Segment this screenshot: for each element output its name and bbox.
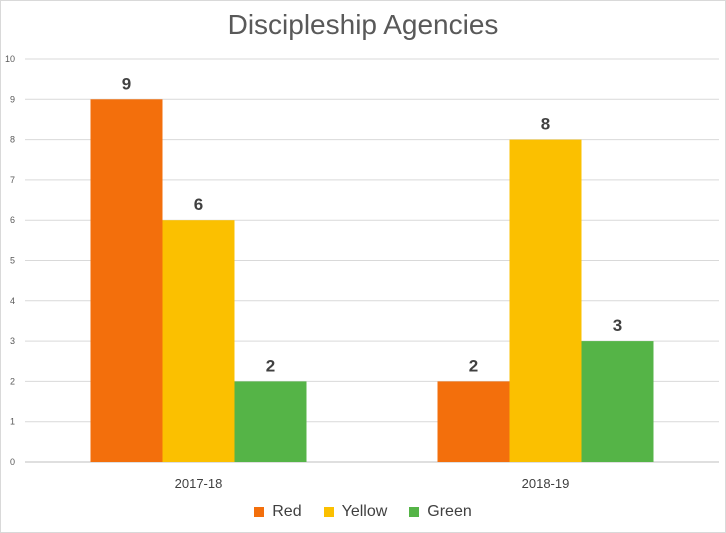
data-label: 6: [194, 195, 203, 214]
legend-item-green: Green: [409, 503, 472, 521]
y-tick-label: 3: [10, 336, 15, 346]
data-label: 9: [122, 74, 131, 93]
y-tick-label: 7: [10, 175, 15, 185]
data-label: 2: [469, 356, 478, 375]
legend-item-red: Red: [254, 503, 302, 521]
y-tick-label: 1: [10, 417, 15, 427]
y-tick-label: 10: [5, 54, 15, 64]
bar: [234, 381, 307, 462]
legend-label-yellow: Yellow: [341, 503, 388, 520]
legend-swatch-red: [254, 507, 265, 517]
bar: [509, 139, 582, 462]
legend-label-red: Red: [272, 503, 302, 520]
data-label: 3: [613, 316, 622, 335]
legend-label-green: Green: [427, 503, 472, 520]
y-tick-label: 6: [10, 215, 15, 225]
y-tick-label: 4: [10, 296, 15, 306]
y-tick-label: 5: [10, 256, 15, 266]
legend-swatch-yellow: [323, 507, 334, 517]
x-tick-label: 2018-19: [522, 476, 570, 491]
bar: [90, 99, 163, 463]
bar: [581, 341, 654, 462]
legend-swatch-green: [409, 507, 420, 517]
x-tick-label: 2017-18: [175, 476, 223, 491]
chart-title: Discipleship Agencies: [227, 9, 499, 40]
data-label: 2: [266, 356, 275, 375]
y-tick-label: 8: [10, 135, 15, 145]
y-tick-label: 2: [10, 376, 15, 386]
legend: Red Yellow Green: [1, 503, 725, 521]
data-label: 8: [541, 115, 550, 134]
bar: [162, 220, 235, 462]
legend-item-yellow: Yellow: [323, 503, 388, 521]
y-tick-label: 0: [10, 457, 15, 467]
bar: [437, 381, 510, 462]
y-tick-label: 9: [10, 94, 15, 104]
